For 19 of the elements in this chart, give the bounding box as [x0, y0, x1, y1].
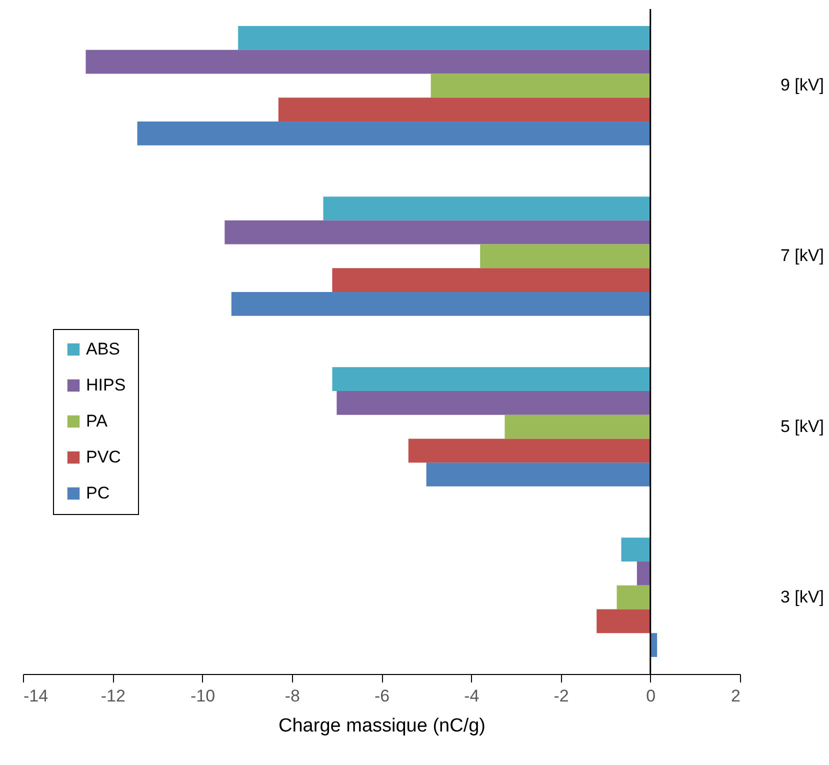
y-tick-label: 7 [kV]: [780, 246, 824, 266]
x-tick-label: -8: [284, 686, 300, 706]
y-tick-label: 3 [kV]: [780, 587, 824, 606]
legend-label: ABS: [86, 340, 120, 358]
x-tick-label: -12: [100, 686, 126, 706]
x-axis-title: Charge massique (nC/g): [278, 716, 486, 736]
x-tick-label: -4: [464, 686, 480, 706]
x-tick-label: -10: [190, 686, 216, 706]
legend-label: PVC: [86, 448, 121, 466]
x-tick-label: -14: [24, 686, 48, 706]
x-tick-label: 0: [646, 686, 656, 706]
y-tick-label: 9 [kV]: [780, 76, 824, 95]
legend-label: PA: [86, 412, 108, 430]
legend-label: PC: [86, 484, 110, 502]
x-tick-label: -2: [554, 686, 569, 706]
x-tick-label: 2: [731, 686, 740, 706]
legend-label: HIPS: [86, 376, 126, 394]
x-tick-label: -6: [374, 686, 390, 706]
y-tick-label: 5 [kV]: [780, 416, 824, 436]
